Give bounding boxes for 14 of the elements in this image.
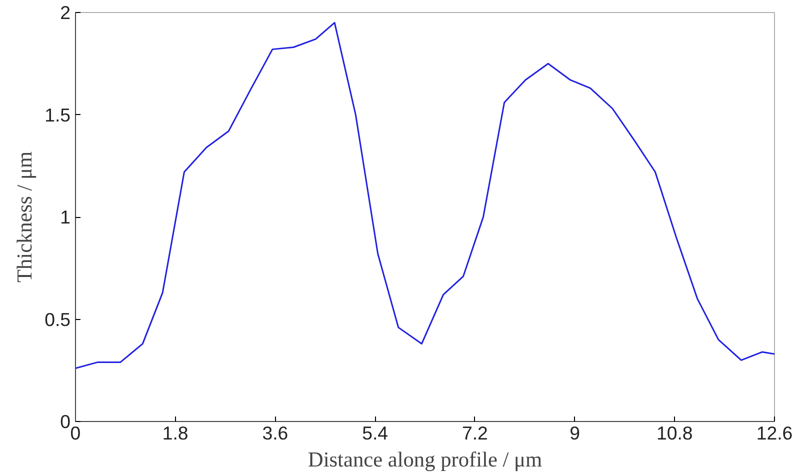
line-series <box>76 22 774 370</box>
y-tick-label: 1.5 <box>44 104 71 126</box>
x-tick-label: 7.2 <box>462 422 488 444</box>
x-axis-title: Distance along profile / μm <box>308 448 542 472</box>
y-tick-label: 0.5 <box>44 308 71 330</box>
y-tick-label: 2 <box>60 2 71 23</box>
x-tick-label: 3.6 <box>262 422 288 444</box>
x-tick-label: 1.8 <box>162 422 188 444</box>
y-tick-label: 1 <box>60 206 71 228</box>
x-tick-label: 12.6 <box>756 422 793 444</box>
y-axis-title: Thickness / μm <box>12 151 37 283</box>
x-tick-label: 9 <box>570 422 580 444</box>
x-tick-label: 10.8 <box>656 422 693 444</box>
x-tick-label: 5.4 <box>362 422 388 444</box>
